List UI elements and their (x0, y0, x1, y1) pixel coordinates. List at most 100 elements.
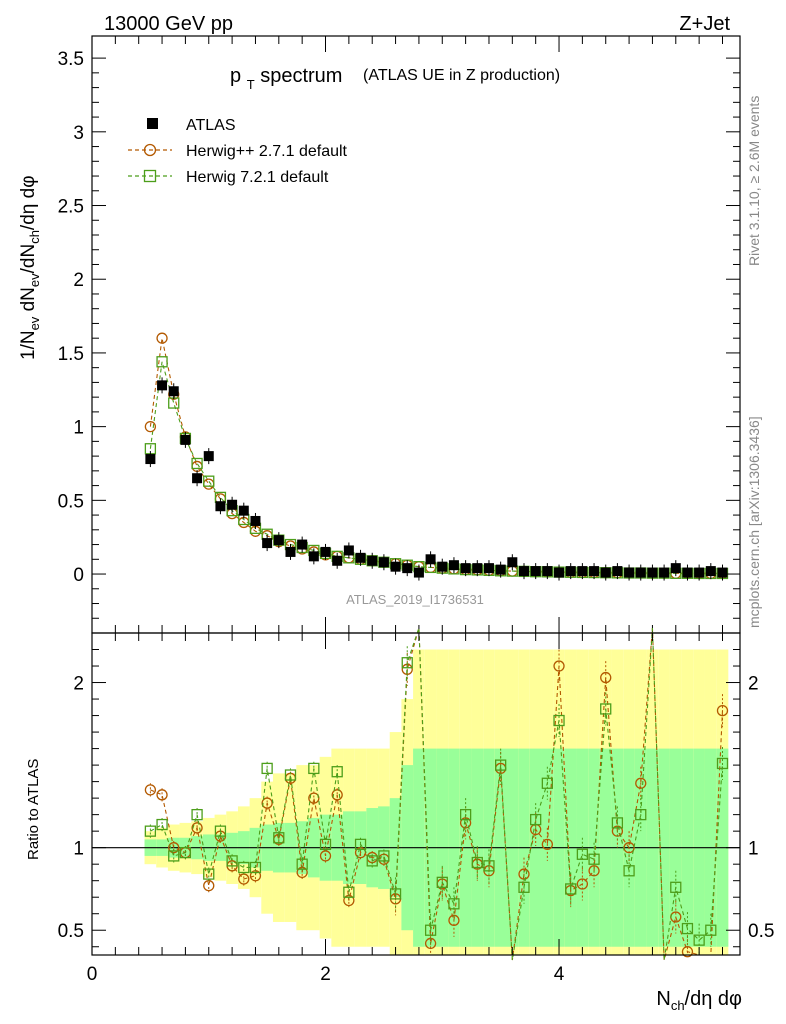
ratio-point-herwig7 (401, 657, 413, 669)
atlas-point (192, 473, 203, 484)
atlas-point (168, 386, 179, 397)
atlas-point (227, 499, 238, 510)
ratio-line-herwig7 (150, 627, 724, 961)
ratio-y-tick-label: 2 (73, 674, 84, 695)
ratio-point-herwigpp (541, 838, 554, 851)
atlas-point (460, 563, 471, 574)
atlas-point (659, 567, 670, 578)
ratio-point-herwig7 (588, 853, 600, 865)
ratio-point-herwig7 (226, 855, 238, 867)
atlas-point (285, 546, 296, 557)
plot-title: p T spectrum (230, 65, 342, 94)
atlas-point (472, 563, 483, 574)
atlas-point (180, 434, 191, 445)
ratio-point-herwig7 (179, 846, 192, 859)
legend-label-herwig7: Herwig 7.2.1 default (186, 169, 329, 186)
main-y-tick-label: 1.5 (58, 344, 84, 365)
ratio-point-herwigpp (191, 822, 203, 834)
ratio-point-herwigpp (308, 792, 320, 804)
y-label-sub: ch (27, 230, 42, 244)
ratio-point-herwig7 (448, 898, 460, 910)
atlas-point (273, 535, 284, 546)
x-tick-label: 0 (87, 964, 98, 985)
ratio-point-herwig7 (436, 876, 448, 888)
ratio-point-herwigpp (716, 704, 729, 717)
atlas-point (437, 561, 448, 572)
main-point-herwig7 (156, 356, 168, 368)
x-tick-label: 4 (554, 964, 565, 985)
atlas-point (145, 454, 156, 465)
atlas-point (215, 501, 226, 512)
ratio-point-herwig7 (471, 856, 483, 869)
ratio-point-herwig7 (576, 848, 589, 860)
atlas-point (203, 451, 214, 462)
atlas-point (589, 566, 600, 577)
title-rest: spectrum (260, 65, 342, 87)
analysis-watermark: ATLAS_2019_I1736531 (346, 592, 484, 607)
main-panel: 0 0.5 1 1.5 2 2.5 3 3.5 (58, 35, 741, 634)
atlas-point (320, 546, 331, 557)
ratio-point-herwigpp (261, 797, 273, 809)
ratio-point-herwigpp (623, 842, 635, 854)
legend-marker-atlas (147, 118, 158, 129)
main-point-herwigpp (156, 332, 168, 344)
ratio-point-herwig7 (611, 817, 624, 829)
ratio-point-herwigpp (168, 842, 180, 854)
ratio-point-herwig7 (354, 838, 367, 851)
atlas-point (519, 566, 529, 577)
atlas-point (565, 566, 576, 577)
main-line-herwigpp (149, 338, 723, 574)
atlas-point (297, 539, 308, 550)
atlas-point (705, 566, 716, 577)
ratio-point-herwig7 (635, 808, 647, 821)
atlas-point (624, 567, 635, 578)
ratio-point-herwig7 (214, 825, 227, 837)
atlas-point (343, 545, 354, 556)
x-label-part: N (656, 988, 670, 1010)
atlas-point (670, 563, 681, 574)
atlas-point (157, 380, 168, 391)
ratio-point-herwigpp (331, 789, 343, 801)
ratio-point-herwigpp (203, 879, 215, 892)
y-label-part: 1/N (18, 330, 39, 360)
main-point-herwigpp (203, 478, 215, 490)
atlas-point (483, 563, 494, 574)
ratio-point-herwig7 (565, 883, 577, 895)
atlas-point (355, 552, 366, 563)
ratio-point-herwig7 (530, 813, 542, 826)
ratio-point-herwig7 (343, 886, 355, 898)
side-text-top: Rivet 3.1.10, ≥ 2.6M events (746, 96, 762, 266)
ratio-line-herwigpp (150, 627, 724, 961)
atlas-point (238, 505, 249, 516)
main-line-herwig7 (149, 361, 723, 574)
legend: ATLAS Herwig++ 2.7.1 default Herwig 7.2.… (128, 117, 348, 186)
x-tick-label: 2 (320, 964, 331, 985)
atlas-point (507, 557, 518, 568)
atlas-point (262, 538, 273, 549)
atlas-point (612, 566, 623, 577)
ratio-point-herwig7 (681, 922, 694, 935)
atlas-point (647, 567, 658, 578)
main-y-tick-label: 3.5 (58, 49, 84, 70)
ratio-point-herwig7 (203, 868, 215, 880)
atlas-point (250, 515, 261, 526)
ratio-point-herwig7 (331, 766, 343, 778)
atlas-point (577, 566, 588, 577)
atlas-point (554, 567, 565, 578)
legend-marker-herwigpp (143, 143, 157, 157)
ratio-point-herwig7 (623, 865, 635, 877)
ratio-point-herwig7 (494, 759, 507, 771)
ratio-point-herwig7 (483, 860, 495, 872)
y-label-sub: ev (27, 316, 42, 330)
title-sub: T (247, 77, 255, 92)
main-point-herwigpp (191, 460, 203, 473)
ratio-y-tick-label: 0.5 (58, 921, 84, 942)
ratio-point-herwig7 (553, 714, 565, 727)
ratio-point-herwig7 (459, 808, 472, 821)
energy-label: 13000 GeV pp (104, 13, 233, 35)
main-point-herwig7 (191, 457, 203, 470)
ratio-point-herwig7 (693, 934, 705, 946)
ratio-point-herwig7 (541, 777, 554, 789)
ratio-point-herwig7 (191, 808, 203, 821)
